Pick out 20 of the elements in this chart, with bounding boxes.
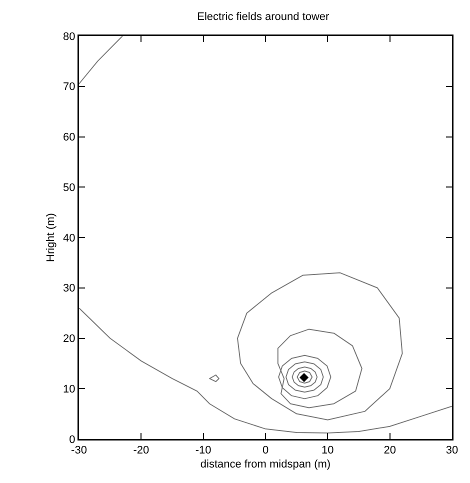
chart-title: Electric fields around tower — [197, 10, 330, 23]
y-axis-title: Hright (m) — [44, 213, 57, 262]
y-tick-label: 50 — [63, 182, 76, 194]
x-tick-label: 10 — [322, 444, 334, 457]
x-axis-title: distance from midspan (m) — [200, 458, 331, 471]
x-tick-label: 0 — [262, 444, 269, 457]
x-tick-label: -30 — [71, 444, 87, 457]
line-series — [79, 308, 452, 434]
y-tick-label: 10 — [63, 383, 76, 396]
y-tick-label: 20 — [63, 333, 76, 346]
y-tick-label: 0 — [69, 434, 76, 446]
x-tick-label: 30 — [446, 444, 458, 457]
y-tick-label: 30 — [63, 282, 76, 295]
x-tick-label: 20 — [384, 444, 396, 457]
y-tick-label: 40 — [63, 232, 76, 244]
x-tick-label: -20 — [133, 444, 150, 457]
y-tick-label: 70 — [63, 81, 76, 94]
x-tick-label: -10 — [195, 444, 212, 457]
y-tick-label: 80 — [63, 30, 76, 43]
y-tick-label: 60 — [63, 132, 76, 144]
